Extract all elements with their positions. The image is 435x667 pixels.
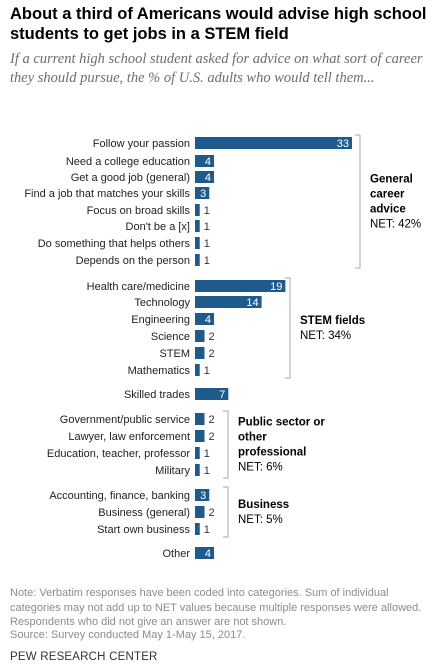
category-label-military: Military [155,465,190,477]
category-label-don-t-be-a-x: Don't be a [x] [126,221,190,233]
bar-education-teacher-professor [195,447,200,459]
category-label-find-a-job-that-matches-your-skills: Find a job that matches your skills [24,188,190,200]
value-label-need-a-college-education: 4 [205,156,211,168]
group-net-general-career-advice: NET: 42% [370,219,421,231]
group-bracket-business [223,486,229,538]
bar-do-something-that-helps-others [195,237,200,249]
category-label-start-own-business: Start own business [97,524,190,536]
group-net-business: NET: 5% [238,514,283,526]
value-label-lawyer-law-enforcement: 2 [209,431,215,443]
bar-focus-on-broad-skills [195,204,200,216]
bar-mathematics [195,364,200,376]
category-label-accounting-finance-banking: Accounting, finance, banking [49,490,190,502]
category-label-engineering: Engineering [131,314,190,326]
value-label-focus-on-broad-skills: 1 [204,205,210,217]
category-label-focus-on-broad-skills: Focus on broad skills [87,205,191,217]
value-label-stem: 2 [209,348,215,360]
category-label-do-something-that-helps-others: Do something that helps others [38,238,191,250]
bar-depends-on-the-person [195,254,200,266]
category-label-business-general: Business (general) [98,507,190,519]
value-label-mathematics: 1 [204,365,210,377]
category-label-technology: Technology [134,297,190,309]
category-label-other: Other [162,548,190,560]
group-net-public-sector-or-other-professional: NET: 6% [238,462,283,474]
value-label-science: 2 [209,331,215,343]
bar-don-t-be-a-x [195,220,200,232]
bar-health-care-medicine [195,280,286,292]
value-label-get-a-good-job-general: 4 [205,172,211,184]
value-label-accounting-finance-banking: 3 [200,490,206,502]
bar-stem [195,347,205,359]
group-net-stem-fields: NET: 34% [300,330,351,342]
org-credit: PEW RESEARCH CENTER [10,651,158,663]
bar-start-own-business [195,523,200,535]
value-label-depends-on-the-person: 1 [204,255,210,267]
category-label-get-a-good-job-general: Get a good job (general) [71,172,190,184]
value-label-don-t-be-a-x: 1 [204,221,210,233]
group-bracket-stem-fields [285,277,291,379]
chart-source: Source: Survey conducted May 1-May 15, 2… [10,629,246,641]
bar-find-a-job-that-matches-your-skills [195,187,210,199]
chart-subtitle: If a current high school student asked f… [10,51,423,86]
value-label-engineering: 4 [205,314,211,326]
category-label-lawyer-law-enforcement: Lawyer, law enforcement [68,431,190,443]
bar-engineering [195,313,215,325]
bar-need-a-college-education [195,155,215,167]
group-bracket-public-sector-or-other-professional [223,410,229,479]
bar-science [195,330,205,342]
value-label-other: 4 [205,548,211,560]
value-label-military: 1 [204,465,210,477]
bar-technology [195,296,262,308]
bar-accounting-finance-banking [195,489,210,501]
value-label-health-care-medicine: 19 [270,281,282,293]
bar-government-public-service [195,413,205,425]
category-label-skilled-trades: Skilled trades [124,389,191,401]
bar-business-general [195,506,205,518]
category-label-science: Science [151,331,190,343]
bar-skilled-trades [195,388,229,400]
category-label-depends-on-the-person: Depends on the person [76,255,190,267]
bar-follow-your-passion [195,137,352,149]
chart-note: Note: Verbatim responses have been coded… [10,587,422,628]
bar-other [195,547,215,559]
category-label-government-public-service: Government/public service [60,414,190,426]
bar-get-a-good-job-general [195,171,215,183]
category-label-need-a-college-education: Need a college education [66,156,190,168]
value-label-find-a-job-that-matches-your-skills: 3 [200,188,206,200]
category-label-follow-your-passion: Follow your passion [93,138,190,150]
value-label-business-general: 2 [209,507,215,519]
value-label-government-public-service: 2 [209,414,215,426]
value-label-do-something-that-helps-others: 1 [204,238,210,250]
bar-military [195,464,200,476]
bar-lawyer-law-enforcement [195,430,205,442]
chart-title: About a third of Americans would advise … [10,5,427,43]
category-label-education-teacher-professor: Education, teacher, professor [47,448,190,460]
group-label-stem-fields: STEM fields [300,315,365,327]
category-label-health-care-medicine: Health care/medicine [87,281,190,293]
value-label-follow-your-passion: 33 [337,138,349,150]
value-label-start-own-business: 1 [204,524,210,536]
group-label-general-career-advice: General career advice [370,174,413,216]
category-label-stem: STEM [159,348,190,360]
group-label-business: Business [238,499,289,511]
category-label-mathematics: Mathematics [128,365,191,377]
group-bracket-general-career-advice [355,134,361,269]
group-label-public-sector-or-other-professional: Public sector or other professional [238,417,325,459]
value-label-education-teacher-professor: 1 [204,448,210,460]
value-label-skilled-trades: 7 [219,389,225,401]
value-label-technology: 14 [246,297,258,309]
